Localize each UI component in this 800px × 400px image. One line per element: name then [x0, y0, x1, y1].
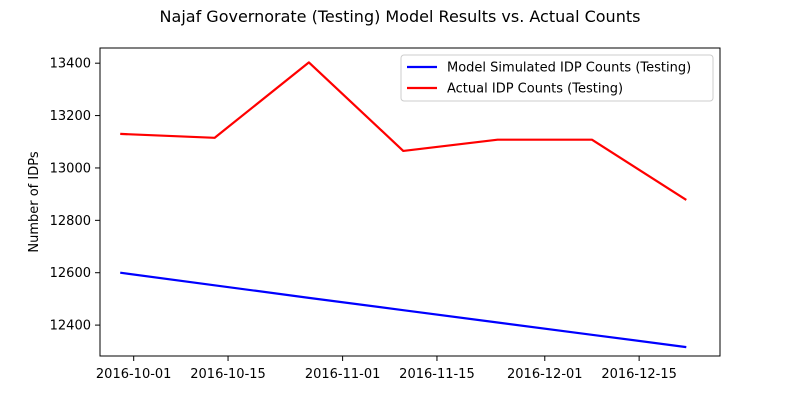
plot-lines — [120, 61, 687, 349]
y-tick-label-5: 13400 — [50, 57, 91, 72]
chart-title: Najaf Governorate (Testing) Model Result… — [160, 7, 641, 26]
legend-label-0: Model Simulated IDP Counts (Testing) — [447, 61, 691, 76]
legend-label-1: Actual IDP Counts (Testing) — [447, 82, 623, 97]
y-axis-label: Number of IDPs — [27, 151, 42, 252]
x-tick-label-1: 2016-10-15 — [190, 367, 266, 382]
series-line-1 — [120, 61, 687, 201]
x-tick-label-5: 2016-12-15 — [601, 367, 677, 382]
plot-frame — [99, 47, 721, 357]
y-axis: 12400 12600 12800 13000 13200 13400 — [50, 57, 100, 334]
x-tick-label-3: 2016-11-15 — [399, 367, 475, 382]
series-line-0 — [120, 271, 687, 349]
legend: Model Simulated IDP Counts (Testing) Actu… — [400, 54, 714, 102]
x-tick-label-4: 2016-12-01 — [507, 367, 583, 382]
y-tick-label-4: 13200 — [50, 109, 91, 124]
y-tick-label-2: 12800 — [50, 214, 91, 229]
y-tick-label-0: 12400 — [50, 319, 91, 334]
y-tick-label-1: 12600 — [50, 266, 91, 281]
x-tick-label-2: 2016-11-01 — [305, 367, 381, 382]
x-tick-label-0: 2016-10-01 — [96, 367, 172, 382]
y-tick-label-3: 13000 — [50, 161, 91, 176]
x-axis: 2016-10-01 2016-10-15 2016-11-01 2016-11-15… — [96, 356, 677, 382]
legend-box — [400, 54, 714, 102]
